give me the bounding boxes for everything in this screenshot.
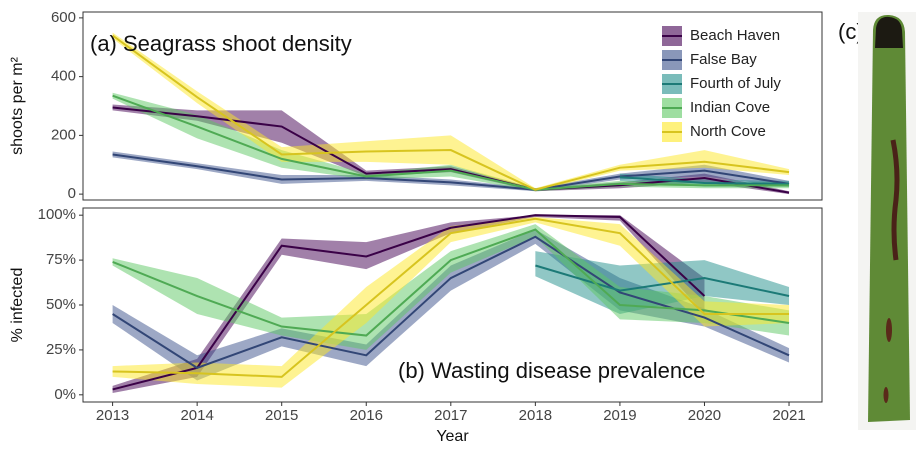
lesion	[890, 139, 900, 261]
legend-label: Fourth of July	[690, 75, 781, 92]
x-tick-label: 2013	[96, 407, 129, 424]
series-line	[112, 94, 790, 191]
legend-label: North Cove	[690, 123, 766, 140]
series-line	[112, 217, 790, 378]
lesion	[883, 387, 889, 403]
y-tick-label: 400	[51, 68, 76, 85]
lesion	[886, 318, 892, 342]
y-axis-title: % infected	[9, 268, 26, 343]
y-tick-label: 25%	[46, 341, 76, 358]
panel-title: (b) Wasting disease prevalence	[398, 358, 705, 383]
x-tick-label: 2019	[603, 407, 636, 424]
confidence-band	[112, 224, 790, 350]
seagrass-photo	[858, 12, 916, 430]
y-tick-label: 0%	[54, 386, 76, 403]
legend-label: Indian Cove	[690, 99, 770, 116]
y-tick-label: 75%	[46, 251, 76, 268]
series-line	[112, 214, 706, 391]
leaf-tip	[875, 16, 903, 48]
legend-label: Beach Haven	[690, 27, 780, 44]
series-line	[619, 176, 790, 185]
x-axis-title: Year	[436, 428, 469, 445]
legend-label: False Bay	[690, 51, 757, 68]
x-tick-label: 2017	[434, 407, 467, 424]
y-tick-label: 200	[51, 126, 76, 143]
series-line	[535, 264, 790, 297]
confidence-band	[112, 216, 790, 388]
y-tick-label: 100%	[38, 206, 76, 223]
x-tick-label: 2016	[350, 407, 383, 424]
x-tick-label: 2021	[772, 407, 805, 424]
confidence-band	[112, 229, 790, 381]
y-tick-label: 0	[68, 185, 76, 202]
panel-title: (a) Seagrass shoot density	[90, 31, 352, 56]
leaf	[868, 14, 910, 423]
series-line	[112, 228, 790, 337]
confidence-band	[112, 92, 790, 192]
x-tick-label: 2018	[519, 407, 552, 424]
confidence-band	[112, 151, 790, 192]
y-tick-label: 600	[51, 9, 76, 26]
x-tick-label: 2020	[688, 407, 721, 424]
x-tick-label: 2014	[180, 407, 213, 424]
series-line	[112, 34, 790, 191]
y-tick-label: 50%	[46, 296, 76, 313]
confidence-band	[112, 32, 790, 192]
x-tick-label: 2015	[265, 407, 298, 424]
y-axis-title: shoots per m²	[9, 56, 26, 154]
series-line	[112, 153, 790, 191]
